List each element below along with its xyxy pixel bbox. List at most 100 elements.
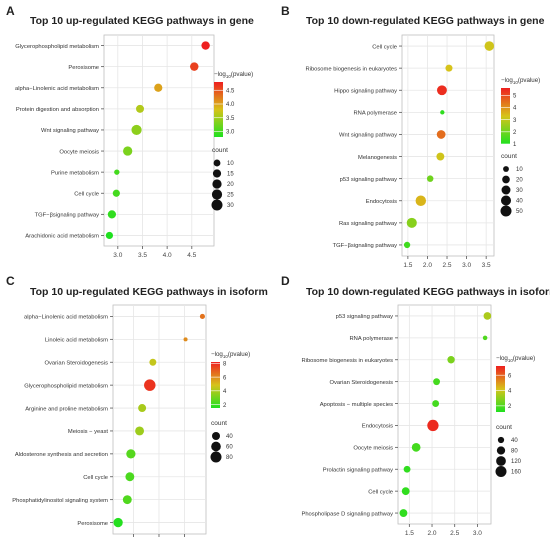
size-legend-dot xyxy=(496,446,506,455)
size-legend-dot xyxy=(497,436,505,444)
size-legend-label: 60 xyxy=(226,445,233,451)
colorbar-title: −log10(pvalue) xyxy=(496,355,535,363)
colorbar-title-suffix: (pvalue) xyxy=(513,355,535,362)
chart-svg: 3.0 3.5 4.0 4.5 Glycerophospholipid metaboli… xyxy=(15,34,253,259)
data-point xyxy=(427,419,439,432)
data-point xyxy=(401,487,410,496)
data-point xyxy=(122,495,132,505)
category-label: RNA polymerase xyxy=(354,111,398,117)
category-label: alpha−Linolenic acid metabolism xyxy=(15,86,99,92)
x-tick-label: 1.5 xyxy=(405,530,414,537)
category-label: Arginine and proline metabolism xyxy=(25,406,108,412)
colorbar-tick-label: 4 xyxy=(513,106,517,112)
size-legend-dot xyxy=(501,185,511,195)
category-label: Ribosome biogenesis in eukaryotes xyxy=(301,358,393,364)
size-legend-label: 30 xyxy=(227,203,234,209)
colorbar-title-suffix: (pvalue) xyxy=(518,77,540,84)
size-legend-dot xyxy=(503,166,509,172)
size-legend-label: 120 xyxy=(511,459,522,465)
size-legend-dot xyxy=(495,466,507,477)
category-label: Glycerophospholipid metabolism xyxy=(24,383,108,389)
data-point xyxy=(411,443,421,452)
data-point xyxy=(433,378,440,386)
category-label: Peroxisome xyxy=(68,65,99,71)
data-point xyxy=(107,210,116,219)
colorbar-tick-label: 8 xyxy=(223,362,227,368)
x-tick-label: 1.5 xyxy=(403,262,412,267)
category-label: TGF−βsignaling pathway xyxy=(35,213,99,219)
data-point xyxy=(437,85,447,96)
size-legend-dot xyxy=(212,432,220,440)
colorbar-title: −log10(pvalue) xyxy=(501,77,540,85)
colorbar-title-suffix: (pvalue) xyxy=(231,71,253,78)
size-legend-dot xyxy=(211,441,221,452)
x-tick-label: 2.0 xyxy=(423,262,432,267)
data-point xyxy=(113,517,123,528)
x-tick-label: 2.5 xyxy=(442,262,451,267)
panel-letter: B xyxy=(281,4,290,18)
category-label: Cell cycle xyxy=(74,191,99,197)
panel-b: B Top 10 down-regulated KEGG pathways in … xyxy=(275,0,550,267)
panel-a: A Top 10 up-regulated KEGG pathways in ge… xyxy=(0,0,275,267)
data-point xyxy=(126,449,136,459)
colorbar-title-prefix: −log xyxy=(496,355,508,362)
category-label: Meiosis − yeast xyxy=(68,429,109,435)
x-tick-label: 3.0 xyxy=(113,252,122,259)
category-label: Prolactin signaling pathway xyxy=(323,467,393,473)
chart-title: Top 10 down-regulated KEGG pathways in g… xyxy=(306,15,545,27)
category-label: Melanogenesis xyxy=(358,155,397,161)
category-label: alpha−Linolenic acid metabolism xyxy=(24,315,108,321)
panel-c: C Top 10 up-regulated KEGG pathways in is… xyxy=(0,270,275,537)
data-point xyxy=(154,83,163,92)
x-tick-label: 3.0 xyxy=(473,530,482,537)
size-legend-title: count xyxy=(501,153,517,160)
chart-svg: 1.5 2.0 2.5 3.0 3.5 Cell cycle Ribosome biogen… xyxy=(305,34,540,267)
category-label: TGF−βsignaling pathway xyxy=(333,243,397,249)
category-label: Glycerophospholipid metabolism xyxy=(15,44,99,50)
colorbar-tick-label: 2 xyxy=(513,130,517,136)
data-point xyxy=(445,64,453,72)
category-label: Apoptosis − multiple species xyxy=(320,402,393,408)
category-label: Cell cycle xyxy=(83,475,108,481)
colorbar-tick-label: 5 xyxy=(513,94,517,100)
category-label: Wnt signaling pathway xyxy=(339,133,397,139)
panel-letter: C xyxy=(6,274,15,288)
category-label: Endocytosis xyxy=(362,424,393,430)
size-legend-label: 80 xyxy=(226,455,233,461)
category-label: Aldosterone synthesis and secretion xyxy=(15,452,108,458)
size-legend-label: 10 xyxy=(516,167,523,173)
category-label: Phosphatidylinositol signaling system xyxy=(12,498,108,504)
size-legend-dot xyxy=(500,205,512,217)
category-label: RNA polymerase xyxy=(350,336,394,342)
x-tick-label: 4.0 xyxy=(163,252,172,259)
size-legend-label: 80 xyxy=(511,449,518,455)
x-tick-label: 3.0 xyxy=(462,262,471,267)
size-legend-label: 160 xyxy=(511,470,522,476)
category-label: Cell cycle xyxy=(372,44,397,50)
size-legend-dot xyxy=(212,179,222,189)
data-point xyxy=(114,169,120,175)
colorbar-tick-label: 2 xyxy=(508,404,512,410)
colorbar-title-subscript: 10 xyxy=(508,358,514,363)
category-label: Oocyte meiosis xyxy=(59,149,99,155)
category-label: Wnt signaling pathway xyxy=(41,128,99,134)
data-point xyxy=(482,335,488,341)
colorbar-title-subscript: 10 xyxy=(223,354,229,359)
data-point xyxy=(399,509,408,517)
category-label: Ribosome biogenesis in eukaryotes xyxy=(305,66,397,72)
category-label: Endocytosis xyxy=(366,199,397,205)
colorbar-tick-label: 4 xyxy=(508,389,512,395)
data-point xyxy=(144,379,156,391)
colorbar-title-subscript: 10 xyxy=(513,80,519,85)
category-label: Ovarian Steroidogenesis xyxy=(330,380,394,386)
category-label: Cell cycle xyxy=(368,489,393,495)
colorbar-title: −log10(pvalue) xyxy=(211,351,250,359)
panel-letter: A xyxy=(6,4,15,18)
chart-title: Top 10 up-regulated KEGG pathways in gen… xyxy=(30,15,254,27)
size-legend-dot xyxy=(500,195,512,206)
data-point xyxy=(406,217,417,228)
size-legend-label: 10 xyxy=(227,161,234,167)
data-point xyxy=(436,130,446,139)
data-point xyxy=(426,175,434,182)
